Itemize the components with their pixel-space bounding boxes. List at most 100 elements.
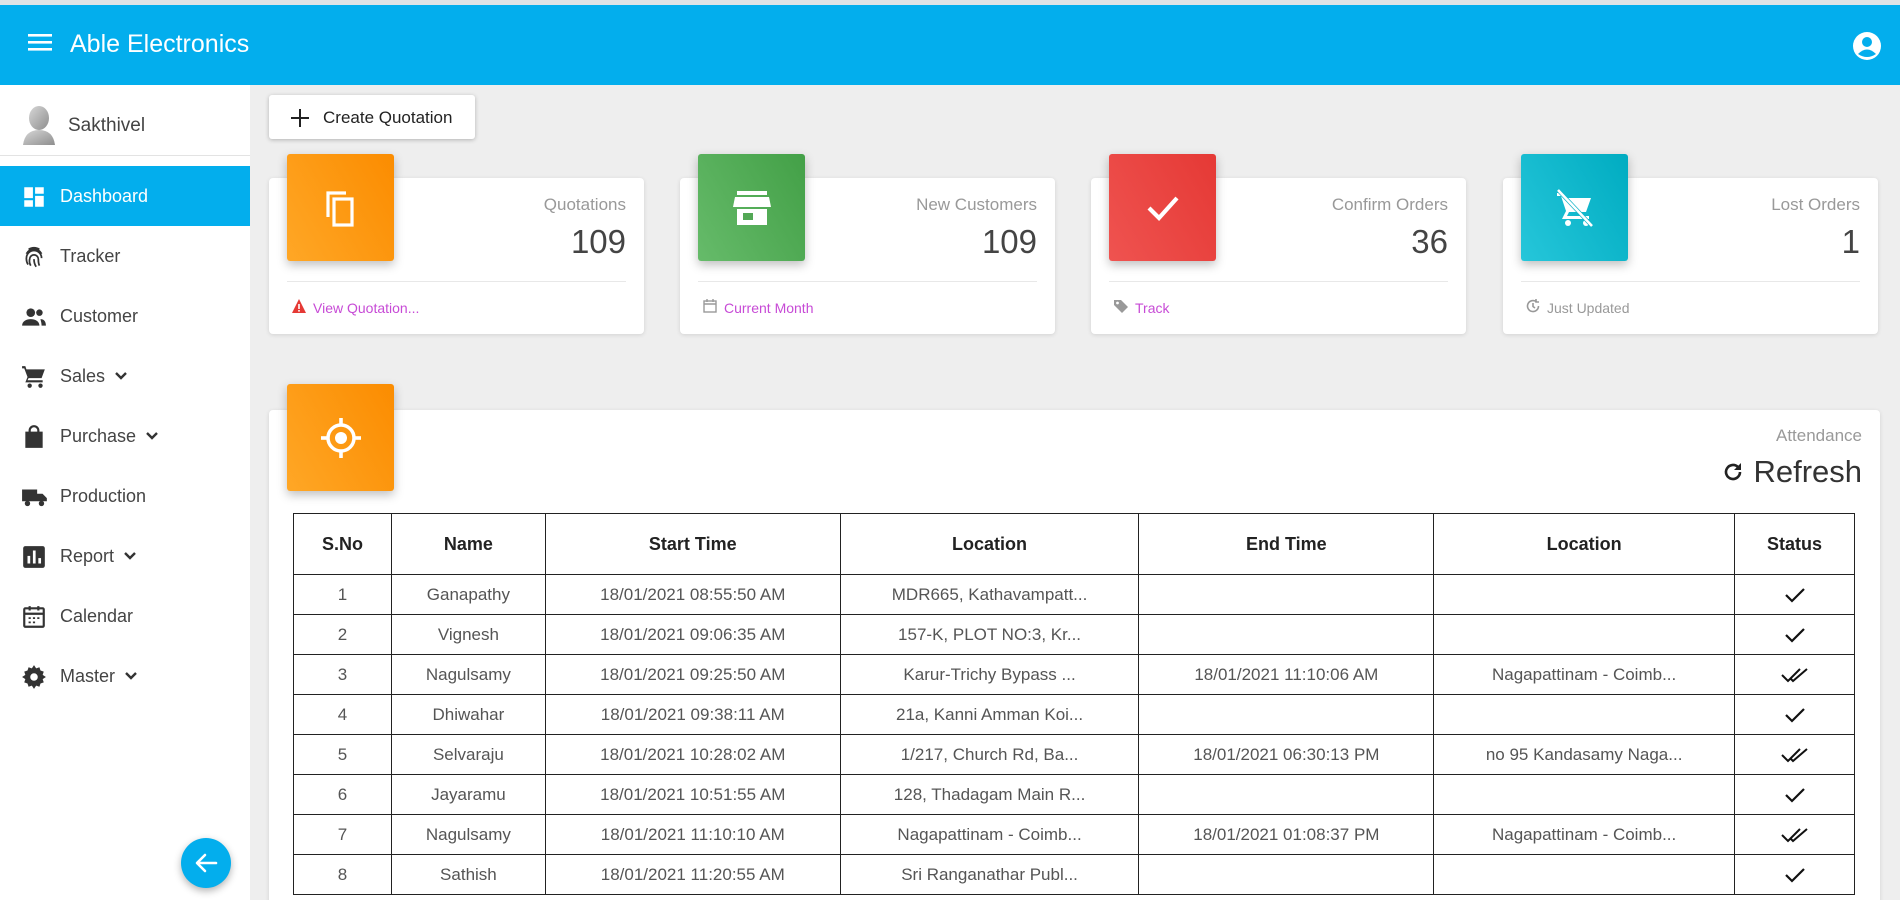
card-divider bbox=[287, 281, 626, 282]
cell-start: 18/01/2021 11:10:10 AM bbox=[544, 814, 841, 855]
window-top-strip bbox=[0, 0, 1900, 5]
sidebar-item-customer[interactable]: Customer bbox=[0, 286, 250, 346]
cell-start-loc: 21a, Kanni Amman Koi... bbox=[839, 694, 1140, 735]
menu-icon[interactable] bbox=[28, 31, 60, 59]
cell-start-loc: 128, Thadagam Main R... bbox=[839, 774, 1140, 815]
stat-card-lost-orders: Lost Orders 1 Just Updated bbox=[1503, 154, 1878, 334]
card-divider bbox=[698, 281, 1037, 282]
cell-start: 18/01/2021 11:20:55 AM bbox=[544, 854, 841, 895]
column-header[interactable]: Status bbox=[1734, 513, 1855, 575]
refresh-button[interactable]: Refresh bbox=[1721, 454, 1862, 490]
sidebar-nav: Dashboard Tracker Customer Sales Purchase Pro… bbox=[0, 166, 250, 706]
single-check-icon bbox=[1734, 774, 1855, 815]
chevron-down-icon[interactable] bbox=[113, 368, 129, 384]
sidebar-item-purchase[interactable]: Purchase bbox=[0, 406, 250, 466]
sidebar-item-report[interactable]: Report bbox=[0, 526, 250, 586]
cell-name: Jayaramu bbox=[390, 774, 546, 815]
card-footer-link[interactable]: Current Month bbox=[702, 298, 813, 317]
table-row[interactable]: 7 Nagulsamy 18/01/2021 11:10:10 AM Nagapatt… bbox=[293, 814, 1855, 855]
cell-sno: 5 bbox=[293, 734, 392, 775]
sidebar-item-dashboard[interactable]: Dashboard bbox=[0, 166, 250, 226]
create-quotation-label: Create Quotation bbox=[323, 108, 453, 127]
user-profile[interactable]: Sakthivel bbox=[0, 85, 250, 156]
sidebar-item-production[interactable]: Production bbox=[0, 466, 250, 526]
table-row[interactable]: 4 Dhiwahar 18/01/2021 09:38:11 AM 21a, Kann… bbox=[293, 694, 1855, 735]
app-title: Able Electronics bbox=[70, 30, 250, 58]
card-value: 36 bbox=[1411, 223, 1448, 260]
cell-end: 18/01/2021 06:30:13 PM bbox=[1138, 734, 1435, 775]
column-header[interactable]: Location bbox=[839, 513, 1140, 575]
sidebar-item-label: Calendar bbox=[60, 606, 134, 626]
sidebar-item-label: Tracker bbox=[60, 246, 121, 266]
collapse-sidebar-button[interactable] bbox=[181, 838, 231, 888]
cell-end bbox=[1138, 694, 1435, 735]
card-footer-link[interactable]: View Quotation... bbox=[291, 298, 419, 317]
sidebar-item-calendar[interactable]: Calendar bbox=[0, 586, 250, 646]
column-header[interactable]: S.No bbox=[293, 513, 392, 575]
table-row[interactable]: 2 Vignesh 18/01/2021 09:06:35 AM 157-K, PLO… bbox=[293, 614, 1855, 655]
stat-card-new-customers: New Customers 109 Current Month bbox=[680, 154, 1055, 334]
truck-icon bbox=[21, 484, 47, 510]
attendance-title: Attendance bbox=[1775, 426, 1862, 445]
cell-start-loc: Sri Ranganathar Publ... bbox=[839, 854, 1140, 895]
table-row[interactable]: 5 Selvaraju 18/01/2021 10:28:02 AM 1/217, C… bbox=[293, 734, 1855, 775]
table-row[interactable]: 3 Nagulsamy 18/01/2021 09:25:50 AM Karur-Tr… bbox=[293, 654, 1855, 695]
cell-end bbox=[1138, 614, 1435, 655]
cell-name: Nagulsamy bbox=[390, 814, 546, 855]
sidebar-item-label: Customer bbox=[60, 306, 139, 326]
table-row[interactable]: 6 Jayaramu 18/01/2021 10:51:55 AM 128, Thad… bbox=[293, 774, 1855, 815]
create-quotation-button[interactable]: Create Quotation bbox=[269, 95, 475, 139]
cell-sno: 3 bbox=[293, 654, 392, 695]
cell-sno: 4 bbox=[293, 694, 392, 735]
cell-sno: 7 bbox=[293, 814, 392, 855]
cell-start: 18/01/2021 08:55:50 AM bbox=[544, 574, 841, 615]
sidebar-item-label: Report bbox=[60, 546, 115, 566]
attendance-table: S.No Name Start Time Location End Time Locati… bbox=[293, 513, 1855, 895]
card-divider bbox=[1521, 281, 1860, 282]
cell-start: 18/01/2021 09:06:35 AM bbox=[544, 614, 841, 655]
sidebar-item-sales[interactable]: Sales bbox=[0, 346, 250, 406]
chevron-down-icon[interactable] bbox=[123, 668, 139, 684]
sidebar-item-label: Dashboard bbox=[60, 186, 149, 206]
update-icon bbox=[1525, 298, 1547, 317]
avatar bbox=[21, 105, 57, 145]
sidebar-item-tracker[interactable]: Tracker bbox=[0, 226, 250, 286]
refresh-label: Refresh bbox=[1753, 454, 1862, 489]
sidebar-item-label: Production bbox=[60, 486, 147, 506]
table-row[interactable]: 8 Sathish 18/01/2021 11:20:55 AM Sri Rangan… bbox=[293, 854, 1855, 895]
cell-end-loc bbox=[1433, 694, 1736, 735]
chevron-down-icon[interactable] bbox=[122, 548, 138, 564]
card-title: Lost Orders bbox=[1771, 195, 1860, 214]
account-icon[interactable] bbox=[1852, 31, 1884, 63]
single-check-icon bbox=[1734, 574, 1855, 615]
cell-end: 18/01/2021 01:08:37 PM bbox=[1138, 814, 1435, 855]
chevron-down-icon[interactable] bbox=[144, 428, 160, 444]
card-value: 109 bbox=[570, 223, 626, 260]
column-header[interactable]: Location bbox=[1433, 513, 1736, 575]
gear-icon bbox=[21, 664, 47, 690]
cell-end-loc: Nagapattinam - Coimb... bbox=[1433, 814, 1736, 855]
cell-start-loc: Nagapattinam - Coimb... bbox=[839, 814, 1140, 855]
cell-start-loc: Karur-Trichy Bypass ... bbox=[839, 654, 1140, 695]
card-title: Confirm Orders bbox=[1331, 195, 1448, 214]
cell-start: 18/01/2021 09:38:11 AM bbox=[544, 694, 841, 735]
sidebar-item-label: Sales bbox=[60, 366, 106, 386]
card-footer-link[interactable]: Track bbox=[1113, 298, 1169, 317]
double-check-icon bbox=[1734, 654, 1855, 695]
sidebar-item-master[interactable]: Master bbox=[0, 646, 250, 706]
column-header[interactable]: Name bbox=[390, 513, 546, 575]
single-check-icon bbox=[1734, 694, 1855, 735]
cell-sno: 2 bbox=[293, 614, 392, 655]
table-row[interactable]: 1 Ganapathy 18/01/2021 08:55:50 AM MDR665, … bbox=[293, 574, 1855, 615]
column-header[interactable]: End Time bbox=[1138, 513, 1435, 575]
card-footer-text: Current Month bbox=[724, 299, 814, 316]
cell-name: Selvaraju bbox=[390, 734, 546, 775]
column-header[interactable]: Start Time bbox=[544, 513, 841, 575]
cell-sno: 8 bbox=[293, 854, 392, 895]
card-title: Quotations bbox=[543, 195, 626, 214]
cell-start-loc: MDR665, Kathavampatt... bbox=[839, 574, 1140, 615]
cell-end bbox=[1138, 774, 1435, 815]
attendance-panel: Attendance Refresh S.No Name Start Time Loc… bbox=[269, 384, 1880, 900]
card-footer-text: Track bbox=[1135, 299, 1170, 316]
card-footer-link[interactable]: Just Updated bbox=[1525, 298, 1630, 317]
